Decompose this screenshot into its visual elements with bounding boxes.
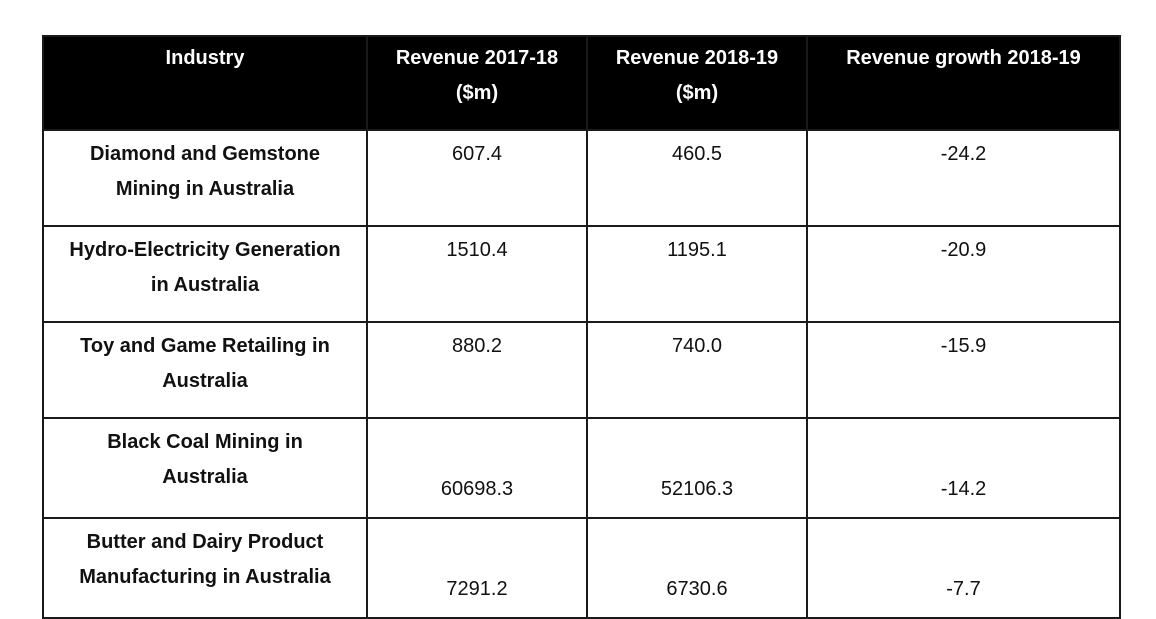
revenue-2018-19-cell: 1195.1 bbox=[586, 225, 808, 323]
industry-cell: Toy and Game Retailing in Australia bbox=[42, 321, 368, 419]
revenue-2017-18-cell: 1510.4 bbox=[366, 225, 588, 323]
table-row: Diamond and Gemstone Mining in Australia… bbox=[42, 129, 1121, 227]
header-label: Revenue 2018-19 ($m) bbox=[615, 47, 779, 104]
industry-cell: Hydro-Electricity Generation in Australi… bbox=[42, 225, 368, 323]
industry-label: Black Coal Mining in Australia bbox=[107, 431, 303, 488]
revenue-growth-cell: -24.2 bbox=[806, 129, 1121, 227]
revenue-2018-19-cell: 52106.3 bbox=[586, 417, 808, 519]
industry-label: Diamond and Gemstone Mining in Australia bbox=[89, 143, 321, 200]
revenue-2017-18-cell: 880.2 bbox=[366, 321, 588, 419]
industry-cell: Black Coal Mining in Australia bbox=[42, 417, 368, 519]
revenue-2017-18-cell: 607.4 bbox=[366, 129, 588, 227]
revenue-growth-cell: -14.2 bbox=[806, 417, 1121, 519]
header-revenue-2018-19: Revenue 2018-19 ($m) bbox=[586, 35, 808, 131]
revenue-2017-18-cell: 7291.2 bbox=[366, 517, 588, 619]
table-row: Black Coal Mining in Australia 60698.3 521… bbox=[42, 417, 1121, 519]
table-row: Butter and Dairy Product Manufacturing i… bbox=[42, 517, 1121, 619]
revenue-2018-19-cell: 740.0 bbox=[586, 321, 808, 419]
header-revenue-growth: Revenue growth 2018-19 bbox=[806, 35, 1121, 131]
header-revenue-2017-18: Revenue 2017-18 ($m) bbox=[366, 35, 588, 131]
industry-cell: Butter and Dairy Product Manufacturing i… bbox=[42, 517, 368, 619]
header-label: Revenue 2017-18 ($m) bbox=[395, 47, 559, 104]
revenue-growth-cell: -20.9 bbox=[806, 225, 1121, 323]
revenue-2018-19-cell: 6730.6 bbox=[586, 517, 808, 619]
header-row: Industry Revenue 2017-18 ($m) Revenue 20… bbox=[42, 35, 1121, 131]
table-row: Toy and Game Retailing in Australia 880.2… bbox=[42, 321, 1121, 419]
revenue-2017-18-cell: 60698.3 bbox=[366, 417, 588, 519]
industry-label: Toy and Game Retailing in Australia bbox=[80, 335, 330, 392]
revenue-table: Industry Revenue 2017-18 ($m) Revenue 20… bbox=[42, 35, 1121, 619]
industry-cell: Diamond and Gemstone Mining in Australia bbox=[42, 129, 368, 227]
header-industry: Industry bbox=[42, 35, 368, 131]
revenue-2018-19-cell: 460.5 bbox=[586, 129, 808, 227]
table-row: Hydro-Electricity Generation in Australi… bbox=[42, 225, 1121, 323]
revenue-growth-cell: -7.7 bbox=[806, 517, 1121, 619]
industry-label: Hydro-Electricity Generation in Australi… bbox=[69, 239, 341, 296]
industry-label: Butter and Dairy Product Manufacturing i… bbox=[79, 531, 331, 588]
revenue-growth-cell: -15.9 bbox=[806, 321, 1121, 419]
